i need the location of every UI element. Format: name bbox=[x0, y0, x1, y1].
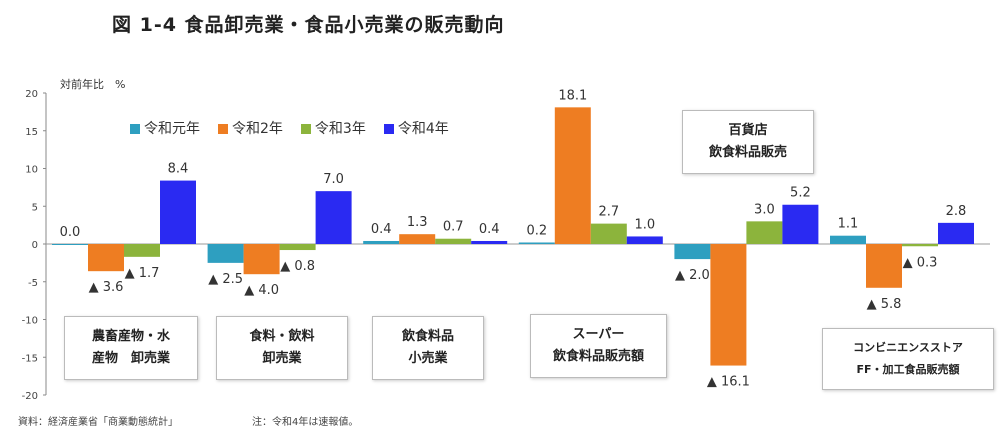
legend-label: 令和元年 bbox=[144, 121, 200, 137]
bar-令和元年-5 bbox=[830, 235, 866, 244]
data-label: ▲ 16.1 bbox=[707, 375, 750, 390]
category-label: 卸売業 bbox=[262, 351, 302, 366]
bar-令和4年-5 bbox=[938, 222, 974, 244]
data-label: ▲ 0.8 bbox=[280, 259, 315, 274]
legend-swatch bbox=[218, 124, 228, 134]
bar-令和3年-3 bbox=[590, 223, 627, 244]
data-label: 0.4 bbox=[371, 222, 392, 237]
y-tick-label: -5 bbox=[28, 278, 38, 289]
data-label: 1.1 bbox=[838, 217, 859, 232]
category-label: 農畜産物・水 bbox=[91, 329, 170, 344]
data-label: 2.7 bbox=[598, 205, 619, 220]
data-label: ▲ 3.6 bbox=[89, 280, 124, 295]
bar-令和4年-4 bbox=[782, 204, 819, 244]
category-label: スーパー bbox=[572, 327, 625, 342]
data-label: 2.8 bbox=[946, 204, 967, 219]
category-label: 百貨店 bbox=[728, 123, 768, 138]
bar-令和元年-1 bbox=[207, 244, 244, 263]
category-label-box: スーパー飲食料品販売額 bbox=[530, 314, 667, 378]
y-tick-label: -10 bbox=[22, 316, 38, 327]
bar-令和2年-4 bbox=[710, 244, 747, 366]
data-label: ▲ 0.3 bbox=[903, 255, 938, 270]
data-label: 7.0 bbox=[323, 172, 344, 187]
category-label-box: 食料・飲料 卸売業 bbox=[216, 316, 348, 380]
data-label: ▲ 2.5 bbox=[208, 272, 243, 287]
data-label: ▲ 1.7 bbox=[125, 266, 160, 281]
y-tick-label: 10 bbox=[25, 165, 38, 176]
bar-令和4年-2 bbox=[471, 240, 508, 244]
data-label: 18.1 bbox=[558, 88, 587, 103]
data-label: 3.0 bbox=[754, 202, 775, 217]
source-note: 資料：経済産業省「商業動態統計」 bbox=[18, 417, 178, 428]
bar-令和2年-2 bbox=[399, 234, 436, 244]
data-label: ▲ 4.0 bbox=[244, 283, 279, 298]
y-tick-label: -20 bbox=[22, 391, 38, 402]
y-tick-label: 0 bbox=[32, 240, 38, 251]
bar-令和2年-1 bbox=[243, 244, 280, 275]
chart-title: 図 1-4 食品卸売業・食品小売業の販売動向 bbox=[112, 14, 505, 36]
category-label: FF・加工食品販売額 bbox=[856, 363, 960, 376]
footnote: 注：令和4年は速報値。 bbox=[252, 417, 359, 428]
y-tick-label: 15 bbox=[25, 127, 38, 138]
bar-令和3年-4 bbox=[746, 221, 783, 244]
data-label: 8.4 bbox=[168, 162, 189, 177]
data-label: 0.2 bbox=[526, 223, 547, 238]
legend-swatch bbox=[383, 124, 394, 134]
bar-令和4年-3 bbox=[626, 236, 663, 244]
category-label-box: 百貨店 飲食料品販売 bbox=[682, 110, 814, 174]
y-axis-label: 対前年比 % bbox=[60, 78, 126, 91]
category-label: 飲食料品販売額 bbox=[552, 349, 644, 364]
bar-令和3年-5 bbox=[902, 244, 938, 247]
legend: 令和元年 令和2年 令和3年 令和4年 bbox=[130, 118, 449, 138]
bar-令和元年-3 bbox=[518, 242, 555, 244]
bar-令和3年-0 bbox=[124, 244, 160, 257]
legend-item: 令和4年 bbox=[383, 118, 449, 138]
bar-令和2年-5 bbox=[866, 244, 902, 288]
legend-label: 令和3年 bbox=[314, 121, 366, 137]
category-label-box: コンビニエンスストア FF・加工食品販売額 bbox=[822, 328, 994, 390]
data-label: 1.0 bbox=[634, 217, 655, 232]
category-label-box: 農畜産物・水 産物 卸売業 bbox=[64, 316, 198, 380]
legend-item: 令和元年 bbox=[130, 118, 200, 138]
legend-item: 令和3年 bbox=[300, 118, 366, 138]
bar-令和元年-4 bbox=[674, 244, 711, 260]
legend-label: 令和2年 bbox=[232, 121, 283, 137]
data-label: 0.0 bbox=[60, 225, 81, 240]
y-tick-label: 5 bbox=[32, 202, 38, 213]
bar-令和4年-1 bbox=[315, 191, 352, 244]
data-label: 0.7 bbox=[443, 220, 464, 235]
legend-item: 令和2年 bbox=[218, 118, 283, 138]
bar-令和4年-0 bbox=[160, 180, 196, 244]
legend-swatch bbox=[300, 124, 311, 134]
data-label: ▲ 5.8 bbox=[867, 297, 902, 312]
category-label: 飲食料品販売 bbox=[708, 145, 787, 160]
bar-令和3年-2 bbox=[435, 238, 472, 244]
category-label: 産物 卸売業 bbox=[91, 351, 170, 366]
category-label: コンビニエンスストア bbox=[853, 341, 963, 354]
bar-令和2年-0 bbox=[88, 244, 124, 272]
data-label: ▲ 2.0 bbox=[675, 268, 710, 283]
data-label: 0.4 bbox=[479, 222, 500, 237]
category-label-box: 飲食料品 小売業 bbox=[372, 316, 484, 380]
bar-令和2年-3 bbox=[554, 107, 591, 244]
bar-令和元年-0 bbox=[52, 244, 88, 245]
data-label: 5.2 bbox=[790, 186, 811, 201]
data-label: 1.3 bbox=[407, 215, 428, 230]
category-label: 小売業 bbox=[408, 351, 448, 366]
legend-label: 令和4年 bbox=[397, 121, 449, 137]
bar-令和元年-2 bbox=[363, 240, 400, 244]
legend-swatch bbox=[130, 124, 140, 134]
category-label: 食料・飲料 bbox=[249, 329, 315, 344]
category-label: 飲食料品 bbox=[401, 329, 454, 344]
y-tick-label: -15 bbox=[22, 353, 38, 364]
bar-令和3年-1 bbox=[279, 244, 316, 251]
y-tick-label: 20 bbox=[25, 89, 38, 100]
